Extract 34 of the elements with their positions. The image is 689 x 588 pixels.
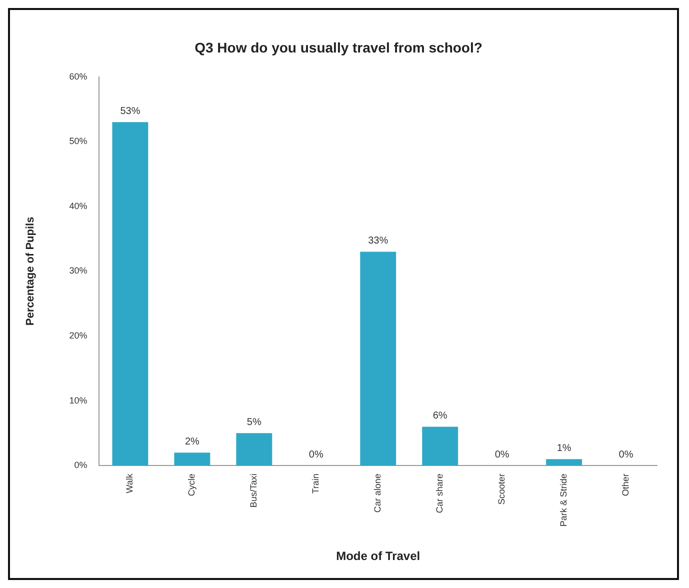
bar bbox=[174, 452, 210, 466]
x-tick-label: Other bbox=[620, 474, 630, 496]
x-axis-title: Mode of Travel bbox=[336, 549, 420, 564]
y-axis-title: Percentage of Pupils bbox=[24, 216, 37, 326]
bar bbox=[422, 426, 458, 466]
data-label: 0% bbox=[494, 449, 510, 460]
bar bbox=[360, 252, 396, 466]
data-label: 2% bbox=[184, 436, 200, 448]
data-label: 6% bbox=[432, 410, 448, 422]
bar bbox=[112, 122, 148, 466]
data-label: 0% bbox=[308, 449, 324, 460]
x-tick-label: Car share bbox=[434, 474, 445, 514]
x-tick-label: Cycle bbox=[186, 474, 197, 496]
y-tick-label: 20% bbox=[69, 330, 88, 340]
x-tick-label: Scooter bbox=[496, 474, 507, 505]
chart-title: Q3 How do you usually travel from school? bbox=[194, 39, 482, 56]
y-tick-label: 0% bbox=[74, 460, 88, 470]
x-tick-label: Park & Stride bbox=[558, 474, 569, 527]
x-tick-label: Train bbox=[310, 474, 321, 494]
bar bbox=[546, 459, 582, 466]
x-tick-label: Car alone bbox=[372, 474, 383, 513]
data-label: 0% bbox=[618, 449, 634, 460]
data-label: 53% bbox=[120, 106, 140, 117]
y-tick-label: 40% bbox=[69, 200, 88, 211]
y-tick-label: 50% bbox=[69, 136, 88, 146]
x-tick-label: Bus/Taxi bbox=[248, 474, 259, 508]
y-tick-label: 10% bbox=[69, 395, 88, 406]
bar bbox=[236, 433, 272, 466]
y-tick-label: 60% bbox=[69, 71, 88, 82]
x-tick-label: Walk bbox=[124, 473, 135, 494]
y-tick-label: 30% bbox=[69, 266, 88, 276]
data-label: 1% bbox=[556, 442, 572, 454]
data-label: 5% bbox=[246, 416, 262, 428]
data-label: 33% bbox=[368, 236, 388, 246]
